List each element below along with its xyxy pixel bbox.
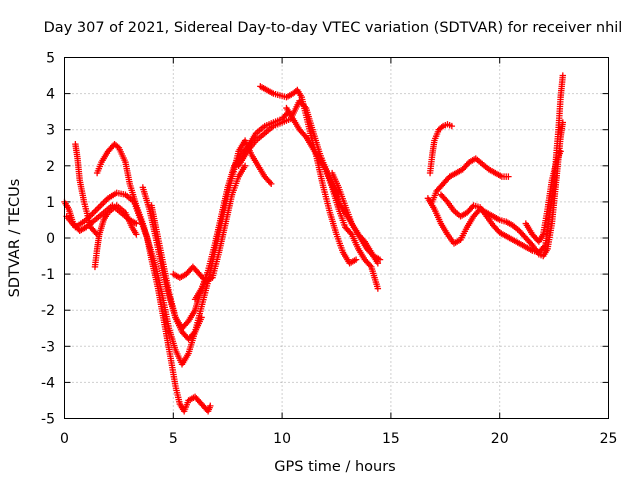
data-point <box>374 285 382 292</box>
y-tick-label: 2 <box>46 159 55 175</box>
data-point <box>366 262 374 269</box>
data-point <box>184 319 191 326</box>
y-tick-label: 1 <box>46 195 55 211</box>
series-arc-k <box>257 83 360 267</box>
y-tick-labels: -5 -4 -3 -2 -1 0 1 2 3 4 5 <box>41 51 55 428</box>
series-arc-o <box>426 121 456 177</box>
y-tick-label: -1 <box>41 267 55 283</box>
data-point <box>100 199 107 207</box>
data-point <box>559 72 567 79</box>
series-arc-c <box>91 202 140 271</box>
x-axis-label: GPS time / hours <box>274 459 395 475</box>
y-tick-label: 0 <box>46 231 55 247</box>
data-point <box>268 180 275 188</box>
data-point <box>374 260 382 267</box>
y-axis-label: SDTVAR / TECUs <box>7 179 23 298</box>
data-point <box>557 148 564 155</box>
data-point <box>360 236 367 244</box>
series-arc-l <box>283 104 382 292</box>
data-marks <box>61 72 567 415</box>
chart-title: Day 307 of 2021, Sidereal Day-to-day VTE… <box>44 20 623 36</box>
series-arc-d <box>72 140 101 238</box>
y-tick-label: -3 <box>41 339 55 355</box>
y-tick-label: -5 <box>41 412 55 428</box>
x-tick-label: 0 <box>60 431 69 447</box>
series-arc-m <box>318 155 384 263</box>
x-tick-label: 25 <box>600 431 618 447</box>
data-point <box>527 240 535 247</box>
x-tick-label: 10 <box>273 431 291 447</box>
x-tick-label: 20 <box>491 431 509 447</box>
data-point <box>198 314 205 321</box>
data-point <box>90 209 98 216</box>
plot-frame <box>64 57 609 419</box>
series-arc-e <box>93 137 275 368</box>
data-point <box>301 132 308 139</box>
data-point <box>266 179 274 186</box>
series-arc-r <box>437 72 567 256</box>
data-point <box>133 220 140 227</box>
data-point <box>448 122 456 130</box>
data-point <box>241 162 249 169</box>
y-tick-label: -2 <box>41 303 55 319</box>
series-arc-i <box>191 108 292 303</box>
series-arc-n <box>328 169 382 267</box>
data-point <box>469 203 476 211</box>
data-point <box>442 197 450 204</box>
x-tick-labels: 0 5 10 15 20 25 <box>60 431 617 447</box>
series-arc-p <box>429 155 512 206</box>
data-point <box>97 202 104 210</box>
data-point <box>93 231 101 238</box>
x-tick-label: 15 <box>382 431 400 447</box>
series-arc-h <box>170 162 249 285</box>
series-arc-a <box>61 198 140 234</box>
data-point <box>114 143 121 150</box>
data-point <box>190 330 197 337</box>
data-point <box>95 204 102 211</box>
y-tick-label: -4 <box>41 375 55 391</box>
y-tick-label: 5 <box>46 51 55 67</box>
data-point <box>540 243 548 250</box>
data-point <box>92 229 100 237</box>
data-point <box>505 173 512 180</box>
y-tick-label: 4 <box>46 87 55 103</box>
data-point <box>101 198 109 205</box>
data-point <box>98 201 106 208</box>
data-point <box>347 229 354 237</box>
data-point <box>207 402 214 410</box>
x-tick-label: 5 <box>169 431 178 447</box>
data-point <box>92 207 99 214</box>
series-arc-s <box>522 148 564 245</box>
data-point <box>438 124 445 131</box>
y-tick-label: 3 <box>46 123 55 139</box>
data-point <box>133 231 140 238</box>
series-arc-g <box>148 202 205 343</box>
data-point <box>93 205 101 213</box>
data-point <box>352 256 360 263</box>
